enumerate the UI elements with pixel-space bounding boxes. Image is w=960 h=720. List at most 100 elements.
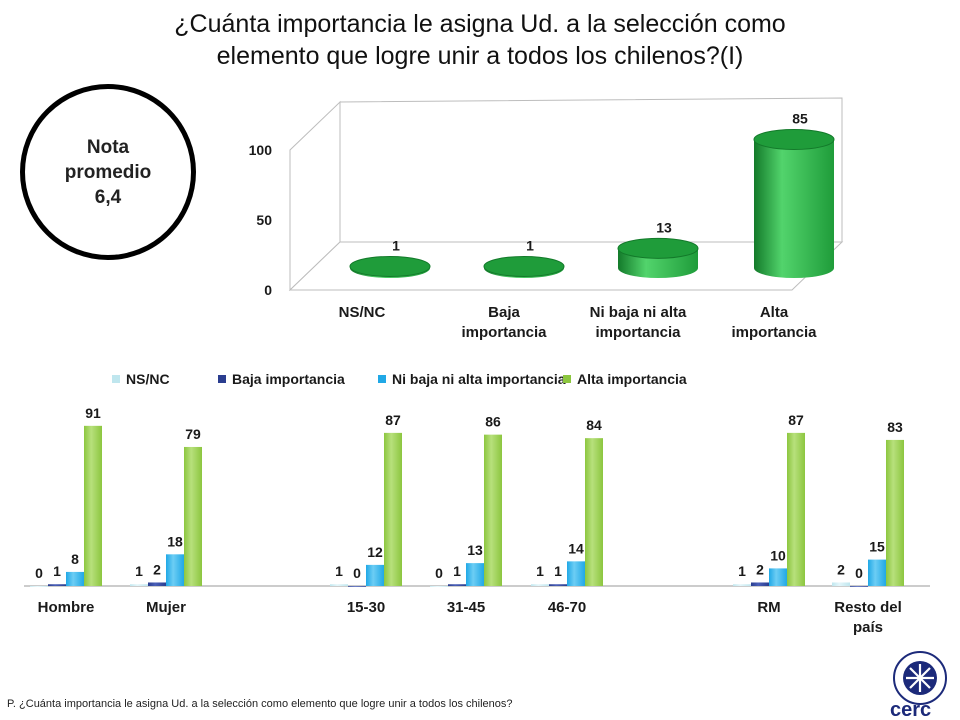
top-category-label: Alta xyxy=(760,304,789,321)
bar-value-label: 1 xyxy=(335,563,343,579)
bar xyxy=(384,432,402,586)
top-chart: 0 50 100 1 1 13 85 NS/NC Baja importancia Ni baja … xyxy=(249,97,844,341)
legend-label: Ni baja ni alta importancia xyxy=(392,371,566,387)
bottom-category-label: 31-45 xyxy=(447,599,485,616)
bar-value-label: 13 xyxy=(467,542,483,558)
bar xyxy=(30,586,48,587)
footnote: P. ¿Cuánta importancia le asigna Ud. a l… xyxy=(7,698,513,710)
bar xyxy=(868,559,886,586)
bar xyxy=(733,584,751,586)
top-bar-cap xyxy=(753,128,835,150)
bar xyxy=(850,586,868,587)
legend-swatch xyxy=(112,375,120,383)
bar xyxy=(751,582,769,586)
average-value: 6,4 xyxy=(94,186,122,208)
bar-value-label: 15 xyxy=(869,539,885,555)
top-bar xyxy=(617,237,699,278)
bar-value-label: 84 xyxy=(586,417,602,433)
bar-value-label: 2 xyxy=(153,561,161,577)
bar xyxy=(366,564,384,586)
top-bar-value-label: 1 xyxy=(526,237,534,253)
title-line-1: ¿Cuánta importancia le asigna Ud. a la s… xyxy=(174,10,786,38)
bar-value-label: 8 xyxy=(71,551,79,567)
bar xyxy=(166,554,184,586)
bar xyxy=(531,584,549,586)
average-label-2: promedio xyxy=(64,161,152,183)
cerc-logo: cerc xyxy=(860,648,956,720)
y-tick-label: 50 xyxy=(256,212,272,228)
bar-value-label: 1 xyxy=(554,563,562,579)
average-score-circle: Nota promedio 6,4 xyxy=(20,84,196,260)
bar-value-label: 83 xyxy=(887,419,903,435)
top-category-label: importancia xyxy=(731,324,817,341)
bar-value-label: 0 xyxy=(855,565,863,581)
legend-swatch xyxy=(378,375,386,383)
bar xyxy=(832,582,850,586)
bar-value-label: 1 xyxy=(135,563,143,579)
bar xyxy=(585,438,603,586)
average-label-1: Nota xyxy=(86,136,130,158)
bar-value-label: 2 xyxy=(837,561,845,577)
bar xyxy=(84,425,102,586)
top-bar xyxy=(483,255,565,278)
average-score-text: Nota promedio 6,4 xyxy=(48,135,168,210)
bar xyxy=(448,584,466,586)
bar-value-label: 1 xyxy=(53,563,61,579)
bar-value-label: 1 xyxy=(453,563,461,579)
logo-rays xyxy=(906,664,934,692)
top-bar-cap xyxy=(483,255,565,277)
title-line-2: elemento que logre unir a todos los chil… xyxy=(216,42,744,70)
bar-value-label: 91 xyxy=(85,405,101,421)
top-category-label: Ni baja ni alta xyxy=(590,304,687,321)
page-title: ¿Cuánta importancia le asigna Ud. a la s… xyxy=(0,8,960,72)
bar-value-label: 86 xyxy=(485,414,501,430)
top-bar-value-label: 85 xyxy=(792,110,808,126)
top-bar-cap xyxy=(349,255,431,277)
bar xyxy=(549,584,567,586)
bar-value-label: 87 xyxy=(788,412,804,428)
bar xyxy=(66,571,84,586)
bar xyxy=(787,432,805,586)
bar-value-label: 1 xyxy=(536,563,544,579)
bar-value-label: 18 xyxy=(167,533,183,549)
bar xyxy=(484,434,502,586)
top-bar xyxy=(753,128,835,278)
top-category-label: Baja xyxy=(488,304,520,321)
bar xyxy=(184,446,202,586)
bar xyxy=(330,584,348,586)
bar-value-label: 2 xyxy=(756,561,764,577)
cerc-logo-icon: cerc xyxy=(890,651,947,720)
bar-value-label: 87 xyxy=(385,412,401,428)
top-bar xyxy=(349,255,431,278)
bar-value-label: 0 xyxy=(35,565,43,581)
floor xyxy=(288,241,844,291)
bar xyxy=(886,439,904,586)
top-bar-value-label: 13 xyxy=(656,219,672,235)
logo-ring xyxy=(893,651,947,705)
top-category-label: importancia xyxy=(461,324,547,341)
bar xyxy=(567,561,585,586)
bar xyxy=(466,563,484,586)
legend-swatch xyxy=(563,375,571,383)
bottom-category-label: país xyxy=(853,619,883,636)
bottom-category-label: 46-70 xyxy=(548,599,586,616)
top-bar-value-label: 1 xyxy=(392,237,400,253)
legend-label: Alta importancia xyxy=(577,371,687,387)
legend-swatch xyxy=(218,375,226,383)
bar xyxy=(769,568,787,586)
bar xyxy=(148,582,166,586)
logo-wordmark: cerc xyxy=(890,699,931,720)
legend-label: Baja importancia xyxy=(232,371,345,387)
bar xyxy=(348,586,366,587)
bottom-category-label: 15-30 xyxy=(347,599,385,616)
bar-value-label: 12 xyxy=(367,544,383,560)
bottom-category-label: Mujer xyxy=(146,599,186,616)
bar xyxy=(130,584,148,586)
bottom-category-label: Hombre xyxy=(38,599,95,616)
bar-value-label: 1 xyxy=(738,563,746,579)
top-category-label: importancia xyxy=(595,324,681,341)
bottom-category-label: RM xyxy=(757,599,780,616)
bar-value-label: 0 xyxy=(353,565,361,581)
bar xyxy=(48,584,66,586)
